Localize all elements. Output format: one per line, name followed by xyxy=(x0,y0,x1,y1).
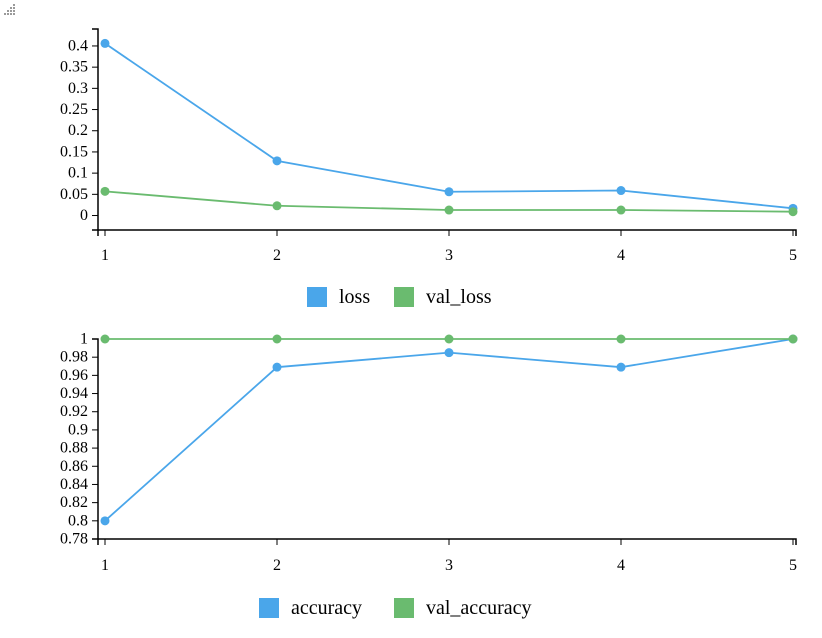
resize-grip-icon[interactable] xyxy=(0,0,16,16)
data-point-accuracy[interactable] xyxy=(272,362,282,372)
y-tick-label: 0.8 xyxy=(68,512,88,529)
y-tick-label: 0.25 xyxy=(60,101,88,118)
legend-label-accuracy[interactable]: accuracy xyxy=(291,597,362,619)
y-tick-label: 0.9 xyxy=(68,421,88,438)
y-tick-label: 0.96 xyxy=(60,367,88,384)
x-tick-label: 1 xyxy=(101,557,109,574)
y-tick-label: 0.1 xyxy=(68,165,88,182)
data-point-loss[interactable] xyxy=(100,38,110,48)
data-point-loss[interactable] xyxy=(272,156,282,166)
data-point-val_loss[interactable] xyxy=(100,186,110,196)
series-line-loss xyxy=(104,42,794,210)
data-point-val_accuracy[interactable] xyxy=(272,334,282,344)
legend-swatch-val_loss[interactable] xyxy=(394,287,414,307)
data-point-accuracy[interactable] xyxy=(616,362,626,372)
data-point-loss[interactable] xyxy=(444,187,454,197)
x-tick-label: 2 xyxy=(273,247,281,264)
y-tick-label: 0.15 xyxy=(60,143,88,160)
legend-swatch-loss[interactable] xyxy=(307,287,327,307)
y-tick-label: 0.88 xyxy=(60,440,88,457)
x-tick-label: 1 xyxy=(101,247,109,264)
y-tick-label: 0 xyxy=(80,207,88,224)
y-tick-label: 0.3 xyxy=(68,80,88,97)
data-point-val_loss[interactable] xyxy=(444,205,454,215)
data-point-loss[interactable] xyxy=(616,186,626,196)
x-axis xyxy=(97,538,797,545)
data-point-val_accuracy[interactable] xyxy=(100,334,110,344)
legend-swatch-val_accuracy[interactable] xyxy=(394,598,414,618)
x-tick-label: 3 xyxy=(445,557,453,574)
y-tick-label: 0.2 xyxy=(68,122,88,139)
data-point-val_accuracy[interactable] xyxy=(444,334,454,344)
y-tick-label: 0.98 xyxy=(60,349,88,366)
y-tick-label: 0.82 xyxy=(60,494,88,511)
data-point-accuracy[interactable] xyxy=(444,348,454,358)
legend-label-val_loss[interactable]: val_loss xyxy=(426,286,492,308)
series-line-accuracy xyxy=(104,338,794,522)
legend-label-loss[interactable]: loss xyxy=(339,286,370,308)
y-tick-label: 0.4 xyxy=(68,37,88,54)
y-axis xyxy=(92,28,99,231)
x-tick-label: 2 xyxy=(273,557,281,574)
data-point-val_loss[interactable] xyxy=(616,205,626,215)
x-tick-label: 5 xyxy=(789,557,797,574)
accuracy-chart: 0.78 0.80.820.840.860.88 0.90.920.940.960.… xyxy=(60,331,798,619)
y-tick-label: 0.94 xyxy=(60,385,88,402)
y-tick-label: 0.86 xyxy=(60,458,88,475)
y-tick-label: 1 xyxy=(80,331,88,348)
data-point-accuracy[interactable] xyxy=(100,516,110,526)
x-tick-label: 5 xyxy=(789,247,797,264)
y-axis xyxy=(92,338,99,540)
x-axis xyxy=(97,229,797,236)
legend-swatch-accuracy[interactable] xyxy=(259,598,279,618)
data-point-val_accuracy[interactable] xyxy=(788,334,798,344)
legend-label-val_accuracy[interactable]: val_accuracy xyxy=(426,597,531,619)
x-tick-label: 3 xyxy=(445,247,453,264)
y-tick-label: 0.92 xyxy=(60,403,88,420)
x-tick-label: 4 xyxy=(617,557,625,574)
data-point-val_loss[interactable] xyxy=(272,201,282,211)
y-tick-label: 0.84 xyxy=(60,476,88,493)
data-point-val_accuracy[interactable] xyxy=(616,334,626,344)
y-tick-label: 0.05 xyxy=(60,186,88,203)
y-tick-label: 0.35 xyxy=(60,59,88,76)
y-tick-label: 0.78 xyxy=(60,531,88,548)
loss-chart: 0 0.05 0.1 0.15 0.2 0.25 0.3 0.35 0.4 1 2 3 4 5 loss va… xyxy=(60,28,798,308)
data-point-val_loss[interactable] xyxy=(788,207,798,217)
x-tick-label: 4 xyxy=(617,247,625,264)
